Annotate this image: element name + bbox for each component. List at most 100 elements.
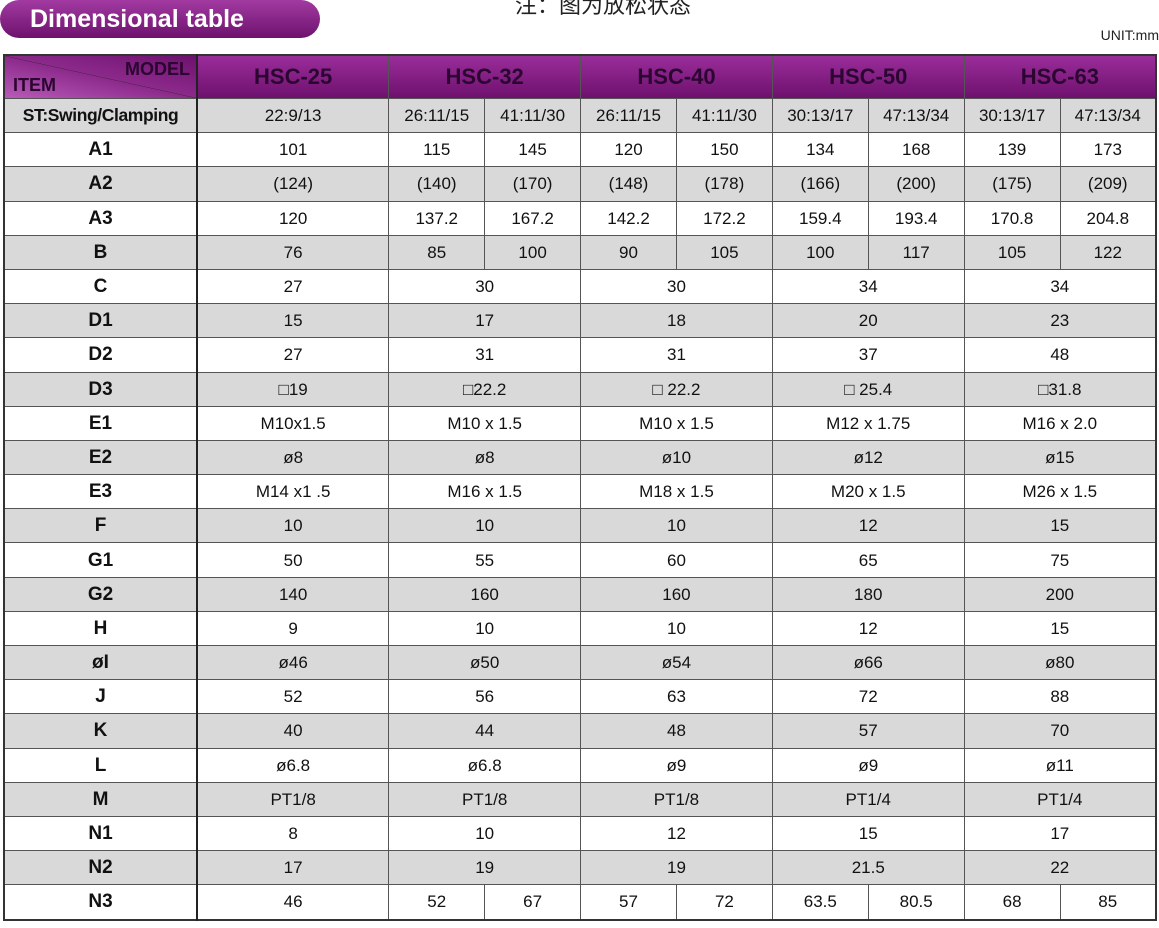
value-cell: M10 x 1.5 [580,405,773,441]
table-row: E1 M10x1.5 M10 x 1.5 M10 x 1.5 M12 x 1.75 M16… [3,405,1157,441]
value-cell: 105 [675,234,773,270]
value-cell: PT1/8 [580,781,773,817]
value-cell: 173 [1059,132,1157,168]
row-label: A2 [3,166,198,202]
value-cell: 19 [580,850,773,886]
table-row: M PT1/8 PT1/8 PT1/8 PT1/4 PT1/4 [3,781,1157,817]
value-cell: ø46 [196,644,390,681]
value-cell: 41:11/30 [484,97,582,134]
value-cell: 120 [196,200,390,236]
value-cell: 50 [196,542,390,578]
value-cell: M10x1.5 [196,405,390,441]
value-cell: 140 [196,576,390,612]
value-cell: 26:11/15 [580,97,677,134]
value-cell: 41:11/30 [675,97,773,134]
row-label: øI [3,644,198,681]
value-cell: PT1/4 [771,781,965,817]
row-label: L [3,747,198,783]
value-cell: 34 [771,268,965,305]
value-cell: 10 [388,508,582,544]
title-badge: Dimensional table [0,0,320,38]
value-cell: 34 [963,268,1157,305]
corner-cell: MODEL ITEM [3,54,198,99]
value-cell: 10 [388,815,582,852]
value-cell: 47:13/34 [867,97,965,134]
table-row: F 10 10 10 12 15 [3,508,1157,544]
row-label: D3 [3,371,198,407]
table-row: D1 15 17 18 20 23 [3,303,1157,339]
value-cell: 100 [771,234,869,270]
value-cell: 100 [484,234,582,270]
header-row: MODEL ITEM HSC-25 HSC-32 HSC-40 HSC-50 HSC-6… [3,54,1157,99]
table-row: H 9 10 10 12 15 [3,610,1157,647]
value-cell: ø15 [963,439,1157,476]
value-cell: □ 25.4 [771,371,965,407]
value-cell: 56 [388,679,582,715]
value-cell: 180 [771,576,965,612]
value-cell: 44 [388,713,582,749]
row-label: M [3,781,198,817]
value-cell: M26 x 1.5 [963,474,1157,510]
value-cell: 145 [484,132,582,168]
value-cell: 204.8 [1059,200,1157,236]
item-label: ITEM [13,75,56,95]
value-cell: 142.2 [580,200,677,236]
value-cell: 30 [388,268,582,305]
value-cell: 168 [867,132,965,168]
table-row: øI ø46 ø50 ø54 ø66 ø80 [3,644,1157,681]
value-cell: 90 [580,234,677,270]
value-cell: ø9 [580,747,773,783]
value-cell: 88 [963,679,1157,715]
value-cell: M12 x 1.75 [771,405,965,441]
model-label: MODEL [125,59,190,79]
value-cell: 167.2 [484,200,582,236]
value-cell: 30 [580,268,773,305]
value-cell: 105 [963,234,1061,270]
row-label: C [3,268,198,305]
model-header: HSC-32 [388,54,582,99]
row-label: G2 [3,576,198,612]
value-cell: 46 [196,884,390,920]
value-cell: 70 [963,713,1157,749]
value-cell: 160 [580,576,773,612]
value-cell: 160 [388,576,582,612]
row-label: E2 [3,439,198,476]
row-label: D1 [3,303,198,339]
value-cell: 21.5 [771,850,965,886]
value-cell: 134 [771,132,869,168]
table-row: D2 27 31 31 37 48 [3,337,1157,373]
value-cell: 40 [196,713,390,749]
value-cell: 68 [963,884,1061,920]
value-cell: 115 [388,132,486,168]
table-row: A2 (124) (140) (170) (148) (178) (166) (200) (17… [3,166,1157,202]
value-cell: 137.2 [388,200,486,236]
value-cell: 31 [580,337,773,373]
value-cell: 159.4 [771,200,869,236]
value-cell: 10 [388,610,582,647]
value-cell: 10 [580,610,773,647]
row-label: N1 [3,815,198,852]
value-cell: 172.2 [675,200,773,236]
value-cell: 12 [771,610,965,647]
table-row: D3 □19 □22.2 □ 22.2 □ 25.4 □31.8 [3,371,1157,407]
table-row: N2 17 19 19 21.5 22 [3,850,1157,886]
value-cell: 18 [580,303,773,339]
value-cell: 60 [580,542,773,578]
value-cell: 52 [196,679,390,715]
value-cell: M10 x 1.5 [388,405,582,441]
model-header: HSC-25 [196,54,390,99]
table-row: J 52 56 63 72 88 [3,679,1157,715]
value-cell: □31.8 [963,371,1157,407]
value-cell: 19 [388,850,582,886]
value-cell: ø10 [580,439,773,476]
value-cell: 15 [771,815,965,852]
value-cell: M16 x 2.0 [963,405,1157,441]
value-cell: 101 [196,132,390,168]
table-row: E2 ø8 ø8 ø10 ø12 ø15 [3,439,1157,476]
row-label: ST:Swing/Clamping [3,97,198,134]
value-cell: ø8 [388,439,582,476]
table-row: E3 M14 x1 .5 M16 x 1.5 M18 x 1.5 M20 x 1.5 M2… [3,474,1157,510]
value-cell: 76 [196,234,390,270]
value-cell: ø6.8 [388,747,582,783]
